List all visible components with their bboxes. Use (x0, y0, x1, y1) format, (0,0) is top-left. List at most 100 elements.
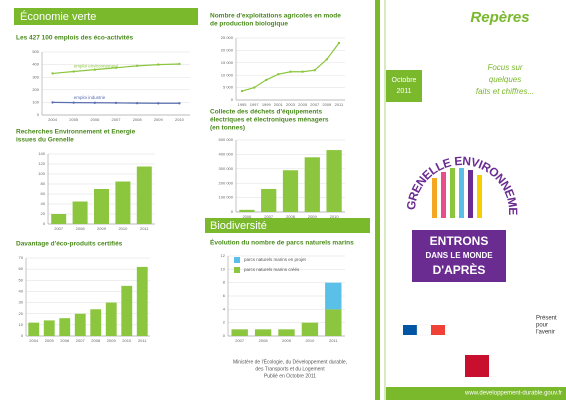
bar-segment (231, 329, 248, 336)
y-tick-label: 70 (19, 255, 24, 260)
date-line: Octobre (392, 77, 417, 84)
point (325, 58, 329, 61)
slogan: DANS LE MONDE (425, 251, 493, 260)
chart-title: Les 427 100 emplois des éco-activités (16, 35, 133, 42)
y-tick-label: 120 (38, 161, 45, 166)
x-tick-label: 2009 (107, 338, 117, 343)
chart-title: issues du Grenelle (16, 137, 74, 144)
y-tick-label: 50 (19, 277, 24, 282)
bar (90, 309, 102, 336)
bar (28, 322, 40, 336)
y-tick-label: 10 (19, 322, 24, 327)
bar (326, 150, 342, 212)
x-tick-label: 2005 (69, 117, 79, 122)
x-tick-label: 1995 (238, 102, 248, 107)
bar (115, 181, 131, 224)
x-tick-label: 2009 (322, 102, 332, 107)
point (157, 102, 160, 105)
header-bar (14, 8, 198, 25)
slogan: D'APRÈS (433, 262, 486, 277)
point (240, 89, 244, 93)
y-tick-label: 500 (32, 49, 39, 54)
chart-title: (en tonnes) (210, 125, 245, 132)
x-tick-label: 2006 (242, 214, 252, 219)
y-tick-label: 25 000 (221, 35, 234, 40)
y-tick-label: 400 000 (219, 151, 234, 156)
y-tick-label: 12 (221, 253, 226, 258)
x-tick-label: 2007 (54, 226, 64, 231)
website-bar (386, 387, 566, 400)
x-tick-label: 2008 (286, 214, 296, 219)
chart-title: de production biologique (210, 21, 288, 28)
y-tick-label: 100 (38, 171, 45, 176)
y-tick-label: 500 000 (219, 137, 234, 142)
tagline: l'avenir (536, 330, 555, 336)
legend-label: parcs naturels marins créés (244, 267, 300, 272)
y-tick-label: 300 (32, 74, 39, 79)
slogan: ENTRONS (430, 234, 489, 248)
point (157, 63, 160, 66)
y-tick-label: 0 (43, 221, 46, 226)
y-tick-label: 20 (19, 311, 24, 316)
y-tick-label: 4 (223, 306, 226, 311)
header-bar (205, 218, 370, 233)
bar (94, 189, 109, 224)
y-tick-label: 100 000 (219, 195, 234, 200)
y-tick-label: 20 (41, 211, 46, 216)
date-line: 2011 (396, 88, 411, 95)
y-tick-label: 40 (41, 201, 46, 206)
legend-swatch (234, 257, 240, 263)
header-left: Économie verte (20, 10, 96, 23)
x-tick-label: 2007 (310, 102, 320, 107)
x-tick-label: 2005 (298, 102, 308, 107)
chart-title: Nombre d'exploitations agricoles en mode (210, 13, 341, 20)
y-tick-label: 20 000 (221, 47, 234, 52)
y-tick-label: 10 000 (221, 72, 234, 77)
x-tick-label: 2010 (330, 214, 340, 219)
bar (261, 188, 277, 212)
point (289, 70, 292, 73)
flag-blue (403, 325, 417, 335)
point (51, 72, 54, 75)
x-tick-label: 2009 (97, 226, 107, 231)
chart-title: Davantage d'éco-produits certifiés (16, 241, 123, 248)
point (301, 70, 304, 73)
x-tick-label: 1999 (262, 102, 272, 107)
x-tick-label: 2004 (48, 117, 58, 122)
bar (59, 318, 71, 336)
y-tick-label: 40 (19, 288, 24, 293)
point (313, 69, 316, 72)
x-tick-label: 2007 (235, 338, 245, 343)
point (93, 68, 97, 71)
y-tick-label: 60 (19, 266, 24, 271)
bar-segment (325, 309, 342, 336)
bar (282, 170, 299, 212)
footer-note: Publié en Octobre 2011 (264, 373, 316, 379)
x-tick-label: 1997 (250, 102, 260, 107)
fold-strip (375, 0, 380, 400)
y-tick-label: 0 (21, 333, 24, 338)
point (72, 70, 75, 73)
series-label: emploi environnement (74, 64, 119, 69)
y-tick-label: 60 (41, 191, 46, 196)
legend-label: parcs naturels marins en projet (244, 257, 307, 262)
website: www.developpement-durable.gouv.fr (464, 391, 562, 397)
bar (136, 166, 152, 224)
bar-segment (301, 322, 319, 336)
y-tick-label: 0 (231, 209, 234, 214)
point (277, 73, 280, 76)
bar-segment (254, 329, 272, 336)
x-tick-label: 2009 (154, 117, 164, 122)
point (178, 102, 181, 105)
y-tick-label: 100 (32, 99, 39, 104)
point (135, 101, 139, 105)
y-tick-label: 2 (223, 320, 226, 325)
stripe (468, 170, 473, 218)
y-tick-label: 0 (231, 97, 234, 102)
x-tick-label: 2007 (264, 214, 274, 219)
x-tick-label: 2010 (122, 338, 132, 343)
stripe (432, 178, 437, 218)
x-tick-label: 2010 (118, 226, 128, 231)
cover-subtitle: quelques (489, 75, 521, 84)
